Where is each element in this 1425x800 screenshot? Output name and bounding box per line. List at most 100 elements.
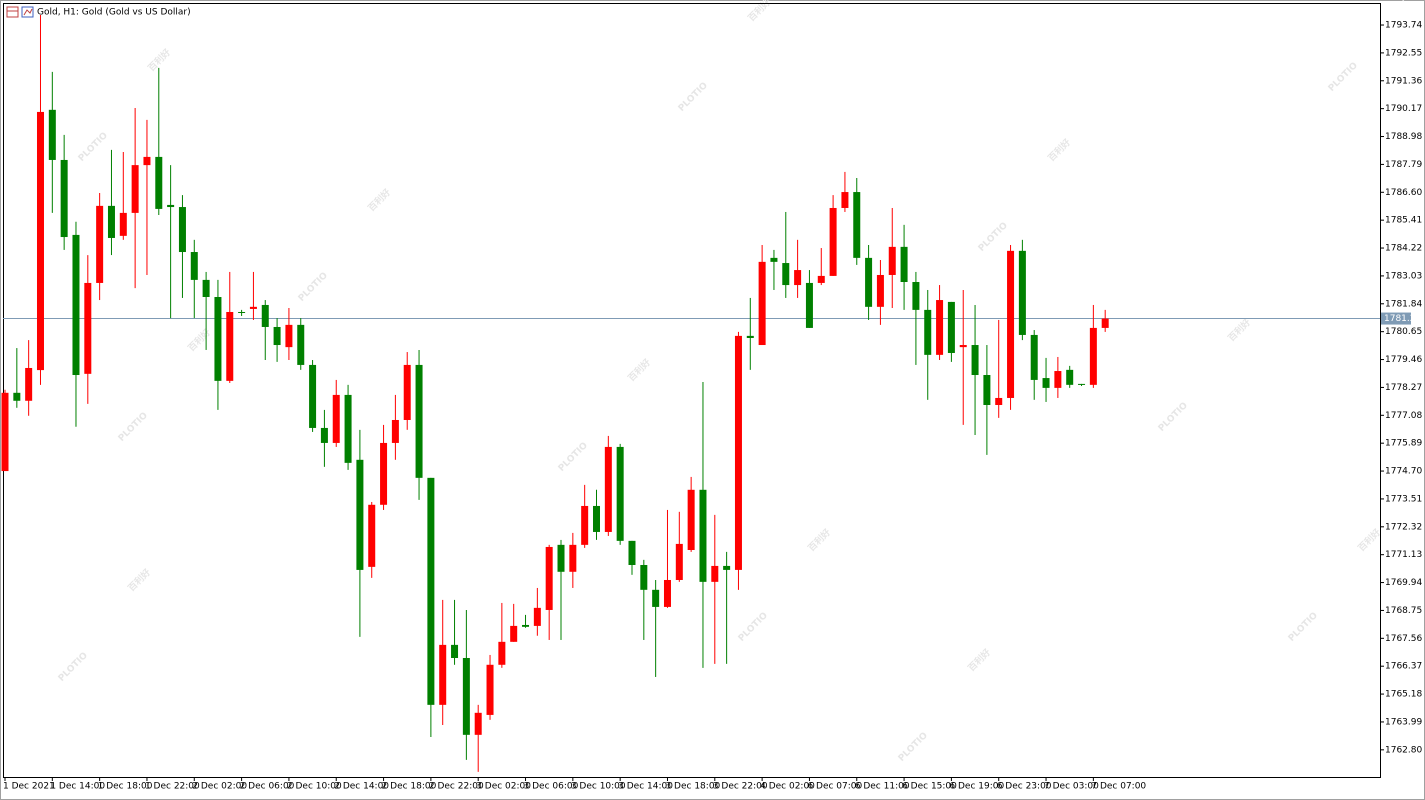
x-tick-label: 2 Dec 10:00 [287, 782, 342, 792]
candle-body [214, 296, 222, 381]
candle-body [900, 246, 908, 283]
candle-body [119, 212, 127, 236]
x-tick-label: 3 Dec 02:00 [476, 782, 531, 792]
x-tick-label: 1 Dec 14:00 [50, 782, 105, 792]
candle-body [285, 324, 293, 348]
y-tick-label: 1777.08 [1385, 411, 1422, 421]
candle-body [439, 644, 447, 705]
candle-body [947, 301, 955, 353]
candle-body [202, 279, 210, 297]
x-tick-label: 6 Dec 23:00 [997, 782, 1052, 792]
candle-body [522, 624, 530, 627]
candle-body [770, 257, 778, 262]
candle-body [734, 335, 742, 570]
candle-body [876, 274, 884, 307]
candle-body [451, 644, 459, 658]
candles [1, 14, 1109, 772]
candle-body [1089, 327, 1097, 385]
candle-body [48, 109, 56, 160]
candle-body [1042, 378, 1050, 388]
candle-body [829, 207, 837, 276]
y-tick-label: 1771.13 [1385, 550, 1422, 560]
candle-body [356, 459, 364, 570]
y-tick-label: 1763.99 [1385, 717, 1422, 727]
icon [6, 6, 19, 18]
candle-body [758, 261, 766, 346]
y-tick-label: 1775.89 [1385, 439, 1422, 449]
candle-body [628, 540, 636, 565]
candle-body [652, 589, 660, 607]
candle-body [25, 367, 33, 401]
y-tick-label: 1774.70 [1385, 467, 1422, 477]
x-tick-label: 1 Dec 22:00 [145, 782, 200, 792]
candle-body [486, 664, 494, 715]
candle-body [888, 246, 896, 275]
candle-body [995, 397, 1003, 405]
candle-body [1007, 250, 1015, 398]
candle-body [72, 234, 80, 376]
candle-body [309, 364, 317, 428]
candle-body [640, 564, 648, 590]
y-tick-label: 1793.74 [1385, 21, 1422, 31]
candle-body [36, 111, 44, 371]
y-tick-label: 1781.84 [1385, 299, 1422, 309]
candle-body [746, 335, 754, 338]
candle-body [711, 565, 719, 582]
candle-body [155, 156, 163, 209]
candle-body [107, 205, 115, 238]
x-tick-label: 2 Dec 02:00 [192, 782, 247, 792]
candle-body [1066, 369, 1074, 385]
y-tick-label: 1772.32 [1385, 522, 1422, 532]
candle-body [699, 489, 707, 582]
candle-body [794, 270, 802, 286]
candle-body [391, 419, 399, 443]
x-tick-label: 3 Dec 18:00 [665, 782, 720, 792]
x-tick-label: 3 Dec 10:00 [571, 782, 626, 792]
candle-body [249, 306, 257, 309]
x-tick-label: 2 Dec 14:00 [334, 782, 389, 792]
candle-body [427, 477, 435, 705]
candle-body [663, 579, 671, 607]
candle-body [545, 546, 553, 610]
y-tick-label: 1790.17 [1385, 104, 1422, 114]
x-tick-label: 7 Dec 07:00 [1091, 782, 1146, 792]
candle-body [510, 625, 518, 642]
candle-body [616, 446, 624, 541]
y-tick-label: 1787.79 [1385, 160, 1422, 170]
candle-body [368, 504, 376, 567]
candle-body [805, 282, 813, 328]
x-tick-label: 1 Dec 18:00 [98, 782, 153, 792]
y-tick-label: 1779.46 [1385, 355, 1422, 365]
candle-body [983, 375, 991, 405]
x-tick-label: 6 Dec 11:00 [855, 782, 910, 792]
x-tick-label: 6 Dec 15:00 [902, 782, 957, 792]
candle-body [959, 345, 967, 348]
x-tick-label: 7 Dec 03:00 [1044, 782, 1099, 792]
icon-line [23, 8, 33, 16]
candle-body [167, 204, 175, 208]
candle-body [1101, 318, 1109, 328]
candle-body [853, 192, 861, 258]
axes: 1793.74 1792.55 1791.36 1790.17 1788.98 1787.… [3, 21, 1422, 792]
candle-body [936, 300, 944, 355]
candle-body [498, 641, 506, 665]
icon [21, 6, 34, 18]
y-tick-label: 1783.03 [1385, 271, 1422, 281]
candle-body [971, 345, 979, 376]
candle-body [474, 712, 482, 735]
candle-body [96, 205, 104, 283]
candle-body [238, 311, 246, 313]
x-tick-label: 2 Dec 22:00 [429, 782, 484, 792]
y-tick-label: 1767.56 [1385, 634, 1422, 644]
candle-body [687, 489, 695, 551]
candle-body [533, 607, 541, 626]
x-tick-label: 3 Dec 14:00 [618, 782, 673, 792]
y-tick-label: 1769.94 [1385, 578, 1422, 588]
x-tick-label: 6 Dec 07:00 [807, 782, 862, 792]
candle-body [178, 207, 186, 253]
x-tick-label: 6 Dec 19:00 [949, 782, 1004, 792]
candle-body [593, 505, 600, 532]
x-tick-label: 4 Dec 02:00 [760, 782, 815, 792]
